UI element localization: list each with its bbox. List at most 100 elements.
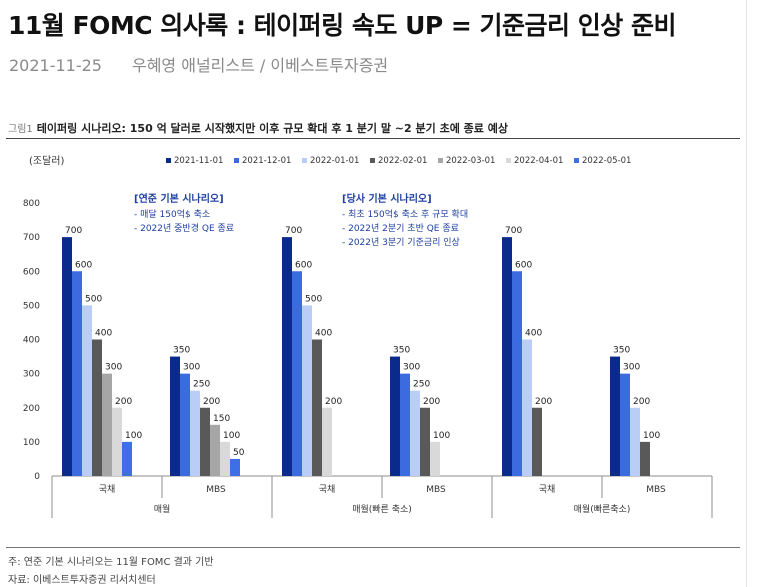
data-label: 50 — [233, 448, 245, 458]
annotation-item: - 2022년 중반경 QE 종료 — [134, 222, 234, 234]
bar — [200, 407, 210, 476]
bar — [390, 356, 400, 476]
figure-label: 그림1 — [8, 124, 33, 135]
bar — [190, 390, 200, 476]
bar — [502, 237, 512, 476]
figure-title-text: 테이퍼링 시나리오: 150 억 달러로 시작했지만 이후 규모 확대 후 1 … — [36, 122, 508, 135]
data-label: 200 — [423, 397, 440, 407]
labels-layer: 700 600 500 400 300 200 100 국채 350 300 250 200 150 10… — [65, 226, 666, 515]
annotation-heading: [당사 기본 시나리오] — [342, 192, 432, 205]
category-label: 국채 — [99, 484, 116, 495]
data-label: 700 — [65, 226, 82, 236]
data-label: 100 — [643, 431, 660, 441]
annotations: [연준 기본 시나리오] - 매달 150억$ 축소 - 2022년 중반경 QE … — [134, 192, 468, 248]
data-label: 300 — [105, 363, 122, 373]
y-tick-label: 500 — [23, 301, 40, 311]
bar — [220, 441, 230, 476]
scrollbar-track[interactable] — [746, 0, 747, 587]
legend-swatch — [506, 158, 511, 163]
category-label: MBS — [646, 485, 666, 495]
annotation-heading: [연준 기본 시나리오] — [134, 192, 224, 205]
data-label: 350 — [173, 346, 190, 356]
legend-swatch — [166, 158, 171, 163]
category-label: MBS — [206, 485, 226, 495]
data-label: 200 — [535, 397, 552, 407]
bar — [102, 373, 112, 476]
bar — [72, 271, 82, 476]
data-label: 600 — [75, 260, 92, 270]
bar — [62, 237, 72, 476]
bar — [610, 356, 620, 476]
data-label: 100 — [433, 431, 450, 441]
byline: 2021-11-25 우혜영 애널리스트 / 이베스트투자증권 — [9, 52, 388, 76]
data-label: 500 — [305, 294, 322, 304]
data-label: 200 — [633, 397, 650, 407]
data-label: 700 — [505, 226, 522, 236]
bar — [82, 305, 92, 476]
bar — [640, 441, 650, 476]
bar — [122, 441, 132, 476]
data-label: 500 — [85, 294, 102, 304]
data-label: 600 — [295, 260, 312, 270]
bar — [180, 373, 190, 476]
legend-swatch — [370, 158, 375, 163]
legend-label: 2022-05-01 — [582, 156, 631, 166]
article-title: 11월 FOMC 의사록 : 테이퍼링 속도 UP = 기준금리 인상 준비 — [8, 11, 676, 40]
panel-label: 매월(빠른 축소) — [352, 503, 412, 515]
data-label: 250 — [193, 380, 210, 390]
data-label: 200 — [115, 397, 132, 407]
bar — [620, 373, 630, 476]
bar — [400, 373, 410, 476]
bars-layer — [62, 237, 650, 476]
data-label: 150 — [213, 414, 230, 424]
legend-label: 2021-12-01 — [242, 156, 291, 166]
y-tick-label: 200 — [23, 404, 40, 414]
chart-source: 자료: 이베스트투자증권 리서치센터 — [8, 575, 156, 586]
y-tick-label: 700 — [23, 233, 40, 243]
bar — [170, 356, 180, 476]
bar — [302, 305, 312, 476]
bar — [112, 407, 122, 476]
data-label: 200 — [203, 397, 220, 407]
y-tick-label: 600 — [23, 267, 40, 277]
y-tick-label: 100 — [23, 438, 40, 448]
data-label: 350 — [613, 346, 630, 356]
bar — [410, 390, 420, 476]
bar — [512, 271, 522, 476]
bar — [282, 237, 292, 476]
bar — [210, 424, 220, 476]
legend-label: 2022-03-01 — [446, 156, 495, 166]
data-label: 600 — [515, 260, 532, 270]
bar — [532, 407, 542, 476]
legend-swatch — [438, 158, 443, 163]
figure-title-rule — [6, 138, 740, 139]
legend: 2021-11-01 2021-12-01 2022-01-01 2022-02-01… — [166, 156, 631, 166]
figure-title: 그림1 테이퍼링 시나리오: 150 억 달러로 시작했지만 이후 규모 확대 후… — [8, 120, 508, 136]
notes-rule — [6, 547, 740, 548]
data-label: 300 — [623, 363, 640, 373]
y-tick-label: 800 — [23, 199, 40, 209]
category-label: MBS — [426, 485, 446, 495]
annotation-item: - 매달 150억$ 축소 — [134, 208, 210, 220]
data-label: 400 — [525, 329, 542, 339]
legend-swatch — [574, 158, 579, 163]
bar — [420, 407, 430, 476]
legend-label: 2022-01-01 — [310, 156, 359, 166]
y-tick-label: 400 — [23, 336, 40, 346]
bar — [630, 407, 640, 476]
data-label: 200 — [325, 397, 342, 407]
data-label: 100 — [223, 431, 240, 441]
legend-label: 2022-04-01 — [514, 156, 563, 166]
data-label: 400 — [95, 329, 112, 339]
category-label: 국채 — [539, 484, 556, 495]
annotation-item: - 2022년 3분기 기준금리 인상 — [342, 237, 460, 248]
bar — [430, 441, 440, 476]
author: 우혜영 애널리스트 / 이베스트투자증권 — [131, 56, 389, 75]
bar — [92, 339, 102, 476]
y-unit-label: (조달러) — [29, 155, 65, 167]
axis-layer: (조달러) 0 100 200 300 400 500 600 700 800 — [23, 155, 713, 518]
data-label: 300 — [403, 363, 420, 373]
data-label: 300 — [183, 363, 200, 373]
y-tick-label: 300 — [23, 370, 40, 380]
